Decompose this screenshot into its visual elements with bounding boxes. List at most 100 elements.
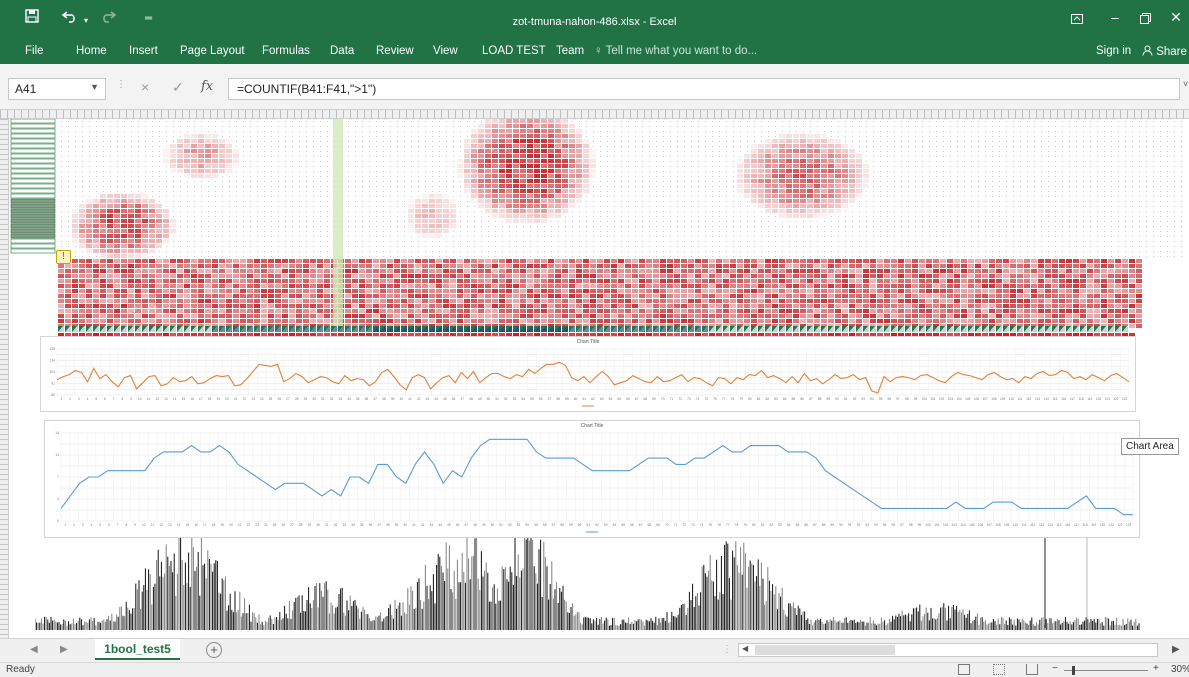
grid-dot bbox=[747, 206, 748, 207]
grid-dot bbox=[250, 201, 251, 202]
grid-dot bbox=[1167, 196, 1168, 197]
undo-icon[interactable] bbox=[61, 9, 78, 27]
heatmap-cell bbox=[289, 269, 295, 273]
tab-page-layout[interactable]: Page Layout bbox=[180, 45, 245, 57]
heatmap-cell bbox=[184, 134, 190, 138]
tab-load-test[interactable]: LOAD TEST bbox=[482, 45, 546, 57]
grid-dot bbox=[1174, 156, 1175, 157]
undo-dropdown-icon[interactable]: ▾ bbox=[84, 16, 89, 25]
tab-home[interactable]: Home bbox=[76, 45, 107, 57]
grid-dot bbox=[292, 186, 293, 187]
tab-team[interactable]: Team bbox=[556, 45, 585, 57]
row-headers[interactable] bbox=[0, 119, 9, 638]
heatmap-cell bbox=[716, 259, 722, 263]
ribbon-display-icon[interactable] bbox=[1067, 11, 1087, 27]
grid-dot bbox=[992, 146, 993, 147]
heatmap-cell bbox=[450, 269, 456, 273]
customize-icon[interactable]: ═ bbox=[145, 13, 153, 24]
name-box[interactable]: A41 ▼ bbox=[8, 78, 106, 100]
tell-me-box[interactable]: ♀ Tell me what you want to do... bbox=[594, 45, 757, 57]
grid-dot bbox=[586, 236, 587, 237]
grid-dot bbox=[971, 221, 972, 222]
grid-dot bbox=[250, 206, 251, 207]
grid-dot bbox=[348, 221, 349, 222]
grid-dot bbox=[446, 131, 447, 132]
grid-dot bbox=[1111, 146, 1112, 147]
grid-dot bbox=[628, 181, 629, 182]
grid-dot bbox=[439, 121, 440, 122]
grid-dot bbox=[1181, 146, 1182, 147]
heatmap-cell bbox=[485, 259, 491, 263]
grid-dot bbox=[488, 221, 489, 222]
heatmap-cell bbox=[1094, 264, 1100, 268]
insert-function-icon[interactable]: fx bbox=[201, 79, 214, 94]
column-headers[interactable] bbox=[0, 110, 1189, 119]
grid-dot bbox=[390, 186, 391, 187]
grid-dot bbox=[894, 206, 895, 207]
grid-dot bbox=[110, 121, 111, 122]
grid-dot bbox=[1097, 176, 1098, 177]
grid-dot bbox=[901, 236, 902, 237]
grid-dot bbox=[1132, 146, 1133, 147]
expand-formula-bar-icon[interactable]: ˅ bbox=[1183, 79, 1189, 89]
grid-dot bbox=[327, 246, 328, 247]
heatmap-cell bbox=[772, 264, 778, 268]
grid-dot bbox=[1006, 206, 1007, 207]
grid-dot bbox=[663, 201, 664, 202]
grid-dot bbox=[1174, 191, 1175, 192]
formula-input[interactable]: =COUNTIF(B41:F41,">1") bbox=[228, 78, 1180, 100]
grid-dot bbox=[586, 226, 587, 227]
grid-dot bbox=[306, 241, 307, 242]
grid-dot bbox=[320, 196, 321, 197]
minimize-icon[interactable]: – bbox=[1111, 9, 1119, 25]
worksheet-grid[interactable]: ! Chart Title 1 2 3 4 5 6 7 8 9 10 11 12 13 14 15 16 17 1… bbox=[0, 110, 1189, 638]
close-icon[interactable]: ✕ bbox=[1170, 9, 1182, 25]
tab-insert[interactable]: Insert bbox=[129, 45, 158, 57]
sign-in-link[interactable]: Sign in bbox=[1096, 45, 1132, 57]
share-button[interactable]: Share bbox=[1142, 45, 1187, 58]
tab-view[interactable]: View bbox=[433, 45, 458, 57]
grid-dot bbox=[166, 171, 167, 172]
grid-dot bbox=[649, 201, 650, 202]
tab-file[interactable]: File bbox=[25, 45, 44, 57]
grid-dot bbox=[292, 161, 293, 162]
tab-formulas[interactable]: Formulas bbox=[262, 45, 310, 57]
chevron-down-icon[interactable]: ▼ bbox=[90, 82, 99, 92]
grid-dot bbox=[950, 156, 951, 157]
cancel-icon[interactable]: × bbox=[141, 79, 150, 95]
grid-dot bbox=[1160, 181, 1161, 182]
grid-dot bbox=[810, 256, 811, 257]
heatmap-cell bbox=[471, 189, 477, 193]
grid-dot bbox=[852, 221, 853, 222]
grid-dot bbox=[166, 196, 167, 197]
grid-dot bbox=[376, 166, 377, 167]
grid-dot bbox=[670, 126, 671, 127]
grid-dot bbox=[992, 141, 993, 142]
tab-review[interactable]: Review bbox=[376, 45, 414, 57]
grid-dot bbox=[411, 146, 412, 147]
grid-dot bbox=[1076, 191, 1077, 192]
grid-dot bbox=[915, 241, 916, 242]
grid-dot bbox=[68, 231, 69, 232]
heatmap-cell bbox=[191, 169, 197, 173]
grid-dot bbox=[383, 231, 384, 232]
heatmap-cell bbox=[142, 194, 148, 198]
grid-dot bbox=[376, 136, 377, 137]
grid-dot bbox=[775, 246, 776, 247]
grid-dot bbox=[978, 181, 979, 182]
grid-dot bbox=[649, 221, 650, 222]
grid-dot bbox=[635, 231, 636, 232]
redo-icon[interactable] bbox=[100, 9, 117, 27]
save-icon[interactable] bbox=[25, 9, 39, 27]
restore-icon[interactable] bbox=[1135, 11, 1155, 27]
grid-dot bbox=[1055, 196, 1056, 197]
conditional-format-heatmap[interactable] bbox=[9, 119, 1189, 344]
enter-icon[interactable]: ✓ bbox=[172, 79, 184, 95]
formula-bar-options-icon[interactable]: ⋮ bbox=[116, 79, 126, 90]
heatmap-cell bbox=[688, 269, 694, 273]
heatmap-cell bbox=[170, 159, 176, 163]
grid-dot bbox=[1020, 126, 1021, 127]
tab-data[interactable]: Data bbox=[330, 45, 355, 57]
grid-dot bbox=[236, 221, 237, 222]
heatmap-cell bbox=[576, 199, 582, 203]
